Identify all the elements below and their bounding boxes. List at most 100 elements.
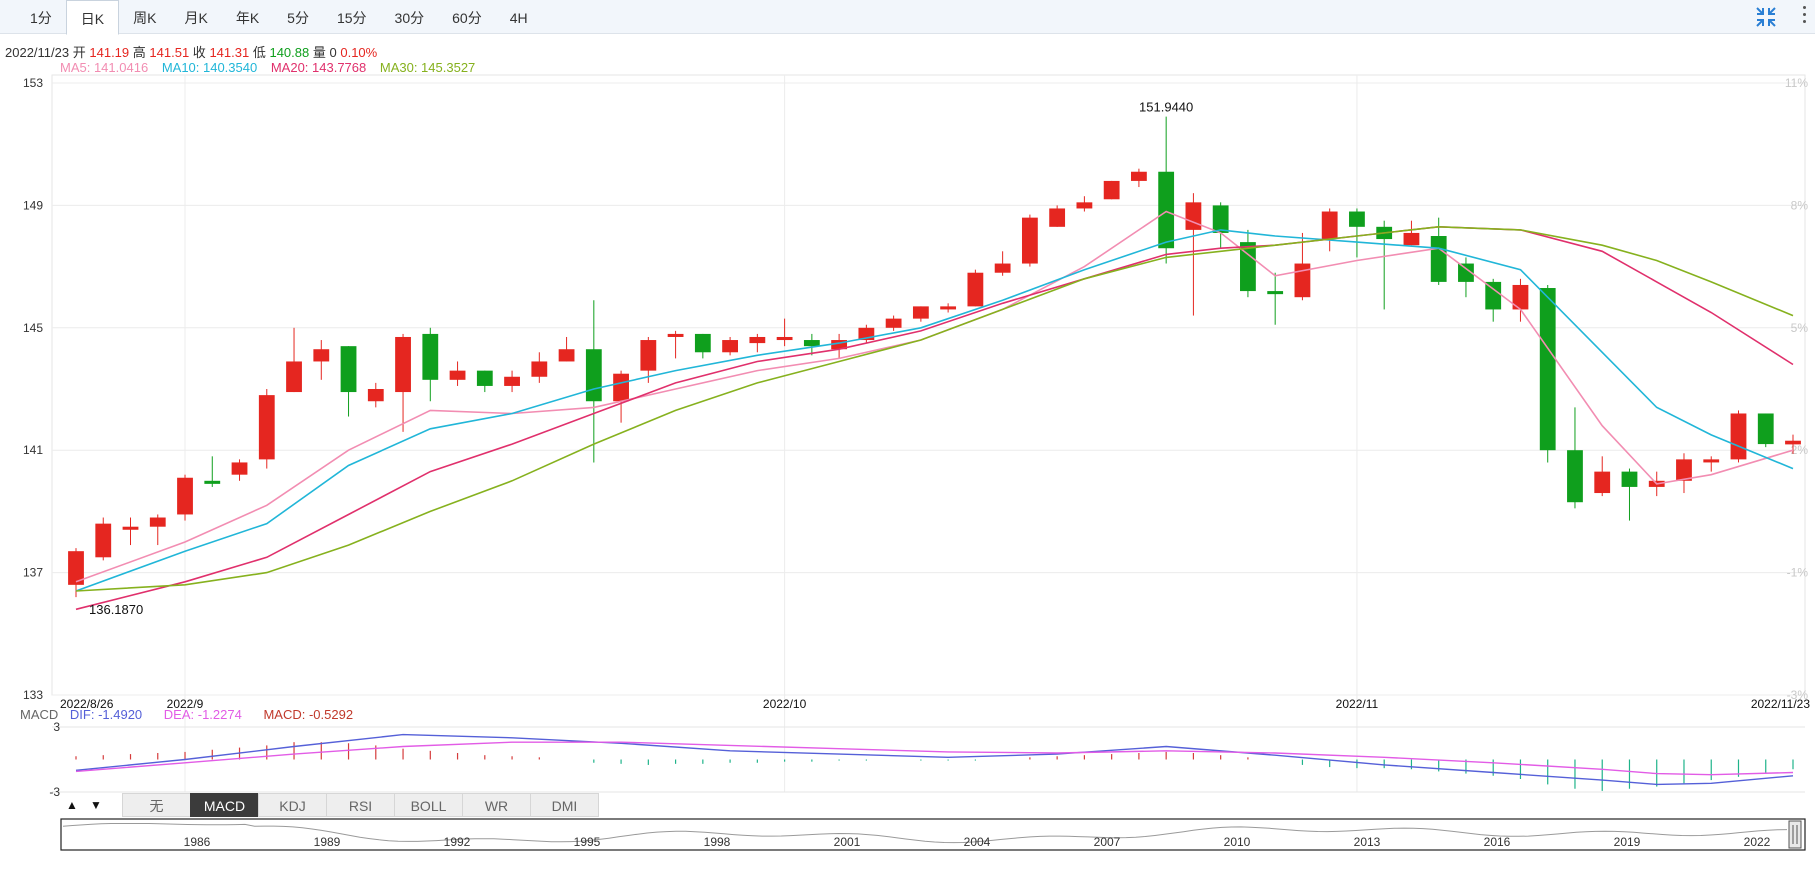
arrow-up-icon[interactable]: ▲ (66, 798, 78, 812)
candle-body (340, 346, 357, 393)
candle-body (1539, 288, 1556, 451)
timeline-year-label: 2004 (964, 835, 991, 849)
x-tick-label: 2022/9 (167, 697, 204, 711)
candle-body (694, 333, 711, 353)
x-tick-label: 2022/11 (1336, 697, 1379, 711)
candle-body (1757, 413, 1774, 445)
tab-weekly-k[interactable]: 周K (133, 10, 157, 26)
indicator-tab-rsi[interactable]: RSI (326, 793, 395, 817)
macd-label: MACD (20, 707, 59, 722)
y-tick-label: 133 (23, 688, 43, 702)
timeline-year-label: 1989 (314, 835, 341, 849)
candle-body (1485, 281, 1502, 310)
tab-30min[interactable]: 30分 (394, 10, 425, 26)
candle-body (95, 523, 112, 558)
open-label: 开 (72, 45, 86, 60)
ma20-legend: MA20: 143.7768 (270, 60, 367, 75)
compress-icon[interactable] (1755, 6, 1777, 28)
indicator-tab-dmi[interactable]: DMI (530, 793, 599, 817)
pct-tick-label: -3% (1787, 688, 1809, 702)
candle-body (1458, 263, 1474, 282)
candle-body (667, 333, 684, 337)
candle-body (367, 389, 384, 402)
indicator-tabs: 无 MACD KDJ RSI BOLL WR DMI (122, 793, 599, 817)
pct-tick-label: -1% (1787, 566, 1809, 580)
candle-body (613, 373, 629, 402)
candle-body (1212, 205, 1229, 233)
tab-5min[interactable]: 5分 (287, 10, 309, 26)
x-tick-label: 2022/8/26 (60, 697, 114, 711)
candle-body (1294, 263, 1311, 298)
x-tick-label: 2022/11/23 (1751, 697, 1810, 711)
candle-body (1321, 211, 1338, 240)
tab-monthly-k[interactable]: 月K (184, 10, 208, 26)
timeline-year-label: 1992 (444, 835, 471, 849)
volume-value: 0 (329, 45, 337, 60)
candle-body (395, 336, 411, 393)
period-tabs: 1分 日K 周K 月K 年K 5分 15分 30分 60分 4H (16, 0, 542, 35)
candle-body (1267, 291, 1284, 295)
period-toolbar: 1分 日K 周K 月K 年K 5分 15分 30分 60分 4H (0, 0, 1815, 35)
timeline-year-label: 2007 (1094, 835, 1121, 849)
timeline-year-label: 1995 (574, 835, 601, 849)
tab-4h[interactable]: 4H (509, 10, 528, 26)
candle-body (585, 349, 602, 402)
tab-daily-k[interactable]: 日K (65, 0, 120, 35)
indicator-tab-boll[interactable]: BOLL (394, 793, 463, 817)
timeline-year-label: 2022 (1744, 835, 1771, 849)
candle-body (1185, 202, 1202, 230)
low-label: 低 (252, 45, 266, 60)
candle-body (1785, 440, 1801, 445)
timeline-navigator (60, 818, 1806, 851)
indicator-tab-macd[interactable]: MACD (190, 793, 259, 817)
candle-body (1512, 284, 1529, 310)
candle-body (722, 340, 738, 353)
candle-body (940, 306, 957, 310)
timeline-handle[interactable] (1788, 820, 1802, 849)
candle-body (149, 517, 166, 527)
timeline-year-label: 2010 (1224, 835, 1251, 849)
change-value: 0.10% (340, 45, 378, 60)
candle-body (204, 480, 221, 484)
y-tick-label: 137 (23, 566, 43, 580)
candle-body (1403, 232, 1420, 246)
candle-body (558, 349, 575, 362)
candle-body (1730, 413, 1747, 460)
candle-body (885, 318, 902, 328)
candle-body (1349, 211, 1365, 227)
y-tick-label: 153 (23, 76, 43, 90)
ma10-legend: MA10: 140.3540 (161, 60, 258, 75)
candle-body (803, 340, 820, 347)
timeline-history-line (62, 823, 1788, 844)
indicator-tab-kdj[interactable]: KDJ (258, 793, 327, 817)
candle-body (640, 340, 657, 371)
ma20-line (75, 225, 1794, 611)
vertical-dots-icon[interactable] (1797, 2, 1811, 30)
indicator-tab-none[interactable]: 无 (122, 793, 191, 817)
tab-60min[interactable]: 60分 (452, 10, 482, 26)
dif-legend: DIF: -1.4920 (69, 707, 143, 722)
y-tick-label: 149 (23, 198, 43, 212)
tab-15min[interactable]: 15分 (336, 10, 367, 26)
volume-label: 量 (312, 45, 326, 60)
close-value: 141.31 (209, 45, 250, 60)
candle-body (422, 333, 439, 380)
indicator-tab-wr[interactable]: WR (462, 793, 531, 817)
candle-body (1076, 202, 1093, 209)
ma30-legend: MA30: 145.3527 (379, 60, 476, 75)
high-label: 高 (132, 45, 146, 60)
tab-yearly-k[interactable]: 年K (235, 10, 260, 26)
timeline-year-label: 2013 (1354, 835, 1381, 849)
candle-body (476, 370, 493, 386)
macd-value-legend: MACD: -0.5292 (263, 707, 354, 722)
candle-body (531, 361, 548, 377)
candle-body (994, 263, 1011, 273)
pct-tick-label: 8% (1791, 198, 1809, 212)
timeline-year-label: 2001 (834, 835, 861, 849)
ohlc-info: 2022/11/23 开 141.19 高 141.51 收 141.31 低 … (5, 42, 377, 61)
arrow-down-icon[interactable]: ▼ (90, 798, 102, 812)
tab-1min[interactable]: 1分 (30, 10, 52, 26)
candle-body (504, 376, 520, 386)
candle-body (258, 395, 275, 460)
